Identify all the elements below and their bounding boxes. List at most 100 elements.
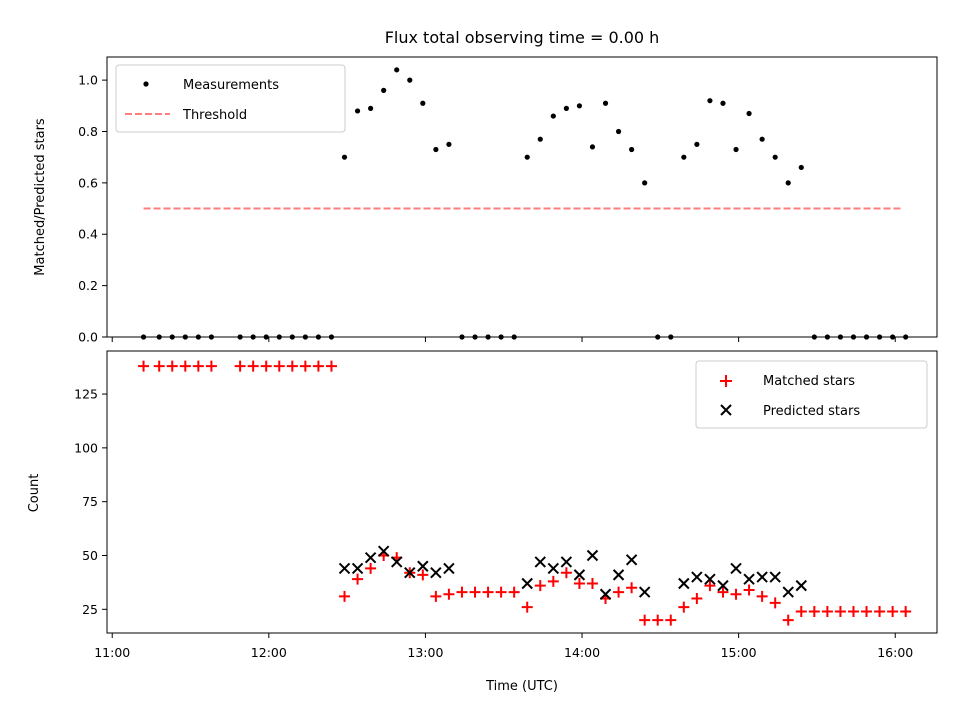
measurement-point <box>354 108 361 114</box>
bottom-plot-frame <box>106 350 938 634</box>
matched-star-point <box>417 569 429 581</box>
top-y-ticks: 0.0 0.2 0.4 0.6 0.8 1.0 <box>78 73 107 345</box>
bottom-legend-box <box>695 360 928 429</box>
predicted-star-point <box>782 586 794 598</box>
matched-star-point <box>534 580 546 592</box>
matched-star-point <box>795 605 807 617</box>
bottom-y-tick-label: 25 <box>82 602 98 617</box>
bottom-panel: 25 50 75 100 125 11:00 12:00 13:00 14:00 15:00 16… <box>27 350 938 694</box>
legend-matched-marker <box>720 375 732 387</box>
matched-star-point <box>704 580 716 592</box>
measurement-point <box>341 154 348 160</box>
matched-star-point <box>153 360 165 372</box>
chart-title: Flux total observing time = 0.00 h <box>385 28 660 47</box>
matched-star-point <box>430 590 442 602</box>
matched-star-point <box>613 586 625 598</box>
bottom-y-axis-label: Count <box>27 474 42 513</box>
top-legend: Measurements Threshold <box>115 64 346 133</box>
legend-measurements-label: Measurements <box>183 78 279 93</box>
matched-star-point <box>286 360 298 372</box>
predicted-star-point <box>547 562 560 575</box>
measurement-point <box>602 100 609 106</box>
x-tick-label: 16:00 <box>877 645 913 660</box>
measurement-point <box>550 113 556 119</box>
matched-star-point <box>205 360 217 372</box>
predicted-star-point <box>417 560 429 572</box>
predicted-star-point <box>730 562 742 575</box>
matched-star-point <box>834 605 846 617</box>
top-y-tick-label: 0.0 <box>78 330 98 345</box>
matched-star-point <box>179 360 191 372</box>
top-legend-box <box>115 64 346 133</box>
predicted-star-point <box>338 562 351 575</box>
matched-star-point <box>691 593 703 605</box>
matched-star-point <box>192 360 204 372</box>
top-panel: 0.0 0.2 0.4 0.6 0.8 1.0 Matched/Predicted sta… <box>33 56 938 345</box>
measurement-point <box>563 105 569 111</box>
matched-star-point <box>652 614 664 626</box>
matched-star-point <box>495 586 507 598</box>
predicted-star-point <box>521 577 533 590</box>
matched-star-point <box>352 573 364 585</box>
predicted-star-point <box>391 556 403 568</box>
matched-star-point <box>626 582 638 594</box>
measurement-point <box>746 110 752 117</box>
matched-star-point <box>887 605 899 617</box>
predicted-star-point <box>795 579 807 592</box>
predicted-star-point <box>678 577 690 590</box>
measurement-point <box>576 103 583 109</box>
measurement-point <box>368 105 374 111</box>
matched-star-point <box>743 584 755 596</box>
measurement-point <box>798 164 804 171</box>
top-y-tick-label: 1.0 <box>78 73 98 88</box>
predicted-star-point <box>625 554 638 566</box>
matched-star-point <box>730 588 742 600</box>
x-axis-label: Time (UTC) <box>485 679 558 694</box>
x-tick-label: 11:00 <box>94 645 130 660</box>
measurement-point <box>446 141 452 147</box>
bottom-y-ticks: 25 50 75 100 125 <box>74 387 107 617</box>
measurement-point <box>733 146 739 153</box>
measurement-point <box>694 141 700 147</box>
measurement-point <box>537 136 543 142</box>
matched-star-point <box>573 577 585 589</box>
predicted-star-point <box>717 579 729 592</box>
predicted-star-point <box>586 549 599 562</box>
measurement-point <box>642 180 648 186</box>
matched-star-point <box>874 605 886 617</box>
matched-star-point <box>273 360 285 372</box>
x-tick-label: 13:00 <box>407 645 443 660</box>
top-x-ticks <box>111 337 896 342</box>
legend-threshold-label: Threshold <box>182 108 247 123</box>
predicted-star-point <box>612 569 625 581</box>
x-tick-label: 14:00 <box>564 645 600 660</box>
matched-star-point <box>166 360 178 372</box>
predicted-star-point <box>404 567 416 579</box>
bottom-y-tick-label: 50 <box>82 548 98 563</box>
legend-predicted-marker <box>720 404 732 416</box>
x-tick-label: 12:00 <box>251 645 287 660</box>
top-plot-frame <box>106 56 938 338</box>
top-y-tick-label: 0.4 <box>78 227 98 242</box>
matched-star-point <box>717 586 729 598</box>
matched-star-point <box>234 360 246 372</box>
matched-star-point <box>586 577 598 589</box>
measurement-point <box>681 154 687 160</box>
matched-star-point <box>508 586 520 598</box>
bottom-y-tick-label: 75 <box>82 494 98 509</box>
measurement-point <box>615 128 622 135</box>
predicted-star-point <box>599 588 612 600</box>
x-tick-label: 15:00 <box>721 645 757 660</box>
matched-star-point <box>138 360 150 372</box>
matched-star-point <box>339 590 351 602</box>
matched-star-point <box>469 586 481 598</box>
bottom-y-tick-label: 125 <box>74 387 98 402</box>
measurement-point <box>720 100 726 106</box>
matched-star-point <box>312 360 324 372</box>
matched-star-point <box>325 360 337 372</box>
bottom-marks <box>138 360 912 626</box>
measurement-point <box>394 67 400 73</box>
legend-measurements-marker <box>143 81 149 87</box>
legend-matched-label: Matched stars <box>763 374 855 389</box>
